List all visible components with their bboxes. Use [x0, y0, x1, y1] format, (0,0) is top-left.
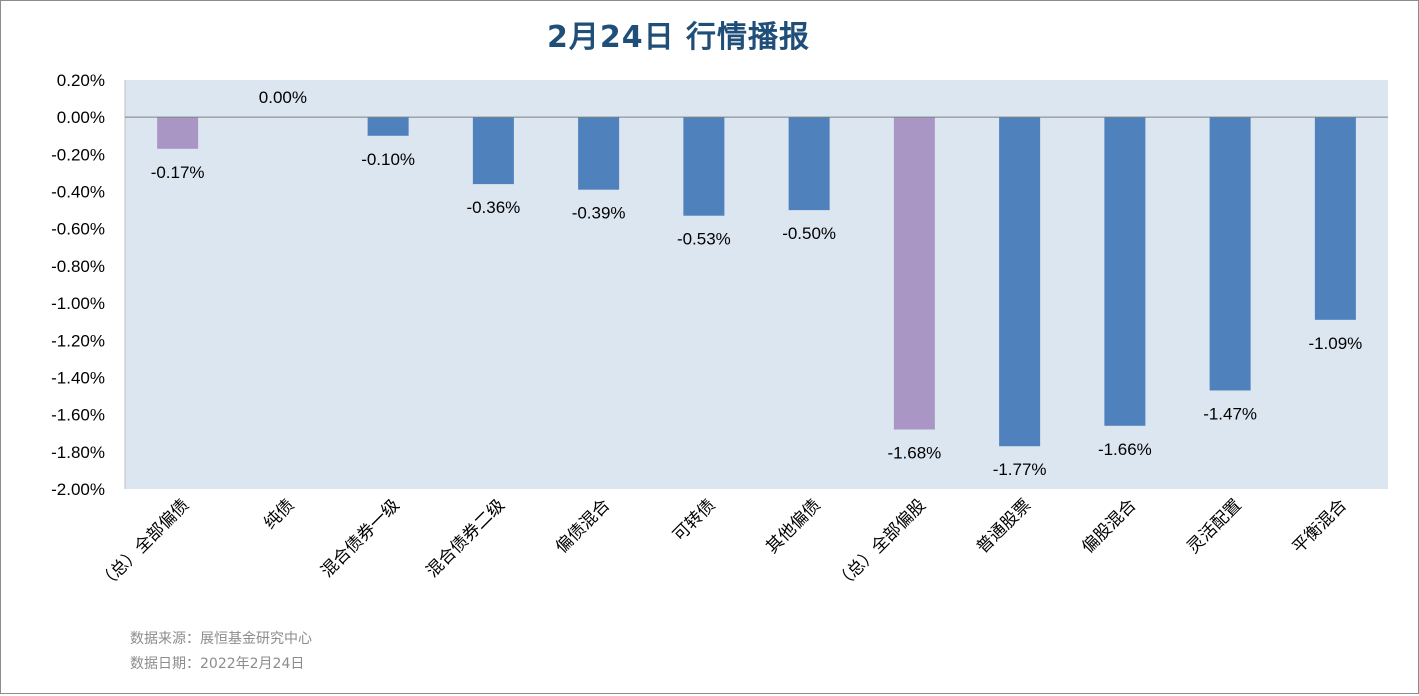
bar [578, 117, 620, 190]
x-category-label: 其他偏债 [762, 495, 824, 557]
data-label: -0.53% [677, 230, 731, 249]
y-tick-label: -1.40% [51, 368, 105, 387]
x-category-label: 普通股票 [973, 495, 1035, 557]
y-tick-label: -0.20% [51, 145, 105, 164]
data-label: -0.36% [466, 198, 520, 217]
bar [788, 117, 830, 211]
bar [472, 117, 514, 185]
y-tick-label: 0.20% [57, 71, 105, 90]
bar [683, 117, 725, 216]
data-label: 0.00% [259, 88, 307, 107]
data-label: -0.39% [572, 204, 626, 223]
data-label: -1.09% [1308, 334, 1362, 353]
bar [1209, 117, 1251, 391]
y-tick-label: -0.40% [51, 183, 105, 202]
data-label: -1.47% [1203, 404, 1257, 423]
y-tick-label: 0.00% [57, 108, 105, 127]
data-label: -1.68% [887, 444, 941, 463]
x-category-label: 纯债 [260, 495, 298, 533]
bar [1314, 117, 1356, 320]
date-note: 数据日期：2022年2月24日 [130, 656, 305, 672]
bar [157, 117, 199, 149]
data-label: -1.66% [1098, 440, 1152, 459]
source-note: 数据来源：展恒基金研究中心 [130, 631, 312, 647]
y-tick-label: -1.20% [51, 331, 105, 350]
x-category-label: 平衡混合 [1289, 495, 1351, 557]
y-tick-label: -0.80% [51, 257, 105, 276]
chart-title: 2月24日 行情播报 [546, 20, 811, 55]
bar [1104, 117, 1146, 426]
x-category-label: 混合债券二级 [423, 495, 509, 581]
bar [893, 117, 935, 430]
y-tick-label: -1.80% [51, 443, 105, 462]
data-label: -0.17% [151, 163, 205, 182]
x-category-label: 偏股混合 [1078, 495, 1140, 557]
x-category-label: （总）全部偏债 [95, 495, 193, 593]
x-category-label: （总）全部偏股 [832, 495, 930, 593]
data-label: -1.77% [993, 460, 1047, 479]
y-tick-label: -0.60% [51, 220, 105, 239]
data-label: -0.50% [782, 224, 836, 243]
y-tick-label: -2.00% [51, 480, 105, 499]
plot-area [125, 80, 1388, 489]
x-category-label: 灵活配置 [1183, 495, 1245, 557]
bar [367, 117, 409, 136]
y-tick-label: -1.60% [51, 406, 105, 425]
bar [999, 117, 1041, 447]
y-tick-label: -1.00% [51, 294, 105, 313]
data-label: -0.10% [361, 150, 415, 169]
x-category-label: 混合债券一级 [317, 495, 403, 581]
x-category-label: 可转债 [669, 495, 719, 545]
x-category-label: 偏债混合 [552, 495, 614, 557]
